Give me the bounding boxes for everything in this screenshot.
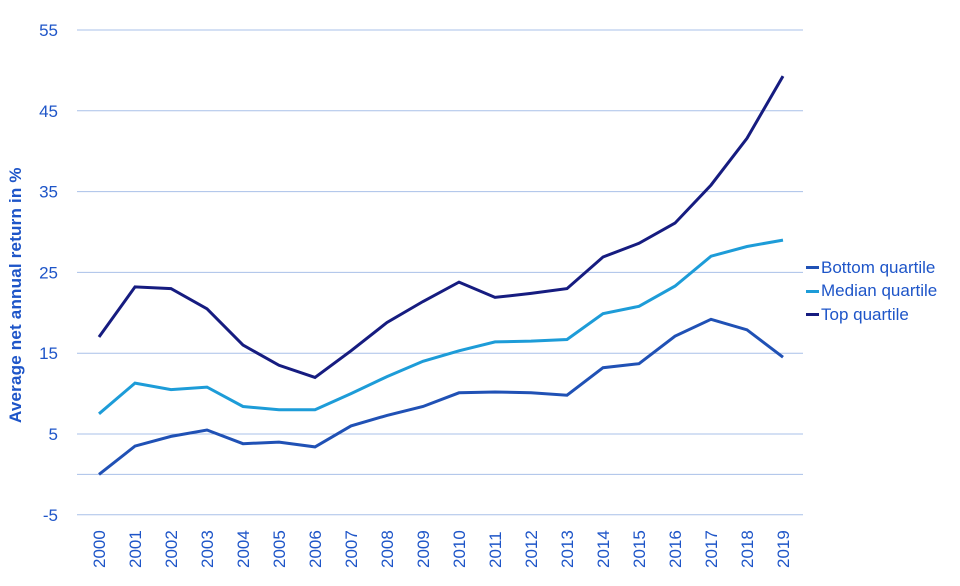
series-line-top-quartile	[97, 75, 785, 380]
x-tick-label: 2015	[630, 530, 649, 568]
legend: Bottom quartile Median quartile Top quar…	[806, 256, 937, 327]
x-tick-label: 2019	[774, 530, 793, 568]
x-tick-label: 2005	[270, 530, 289, 568]
x-tick-label: 2000	[90, 530, 109, 568]
legend-item-median-quartile: Median quartile	[806, 280, 937, 304]
legend-line-marker-icon	[806, 313, 819, 317]
x-tick-label: 2006	[306, 530, 325, 568]
y-tick-label: 55	[39, 21, 58, 40]
series-line-median-quartile	[98, 238, 784, 415]
x-tick-label: 2002	[162, 530, 181, 568]
x-tick-label: 2016	[666, 530, 685, 568]
legend-label-median-quartile: Median quartile	[821, 281, 938, 301]
x-tick-label: 2018	[738, 530, 757, 568]
legend-item-bottom-quartile: Bottom quartile	[806, 256, 937, 280]
x-tick-label: 2012	[522, 530, 541, 568]
x-tick-label: 2003	[198, 530, 217, 568]
legend-label-top-quartile: Top quartile	[821, 304, 909, 324]
legend-item-top-quartile: Top quartile	[806, 303, 937, 327]
x-tick-label: 2009	[414, 530, 433, 568]
y-tick-label: 45	[39, 102, 58, 121]
x-tick-label: 2010	[450, 530, 469, 568]
legend-line-marker-icon	[806, 289, 819, 293]
x-tick-label: 2008	[378, 530, 397, 568]
series-line-bottom-quartile	[98, 317, 784, 476]
x-tick-label: 2001	[126, 530, 145, 568]
y-tick-label: 25	[39, 263, 58, 282]
legend-line-marker-icon	[806, 266, 819, 270]
legend-label-bottom-quartile: Bottom quartile	[821, 257, 936, 277]
x-tick-label: 2014	[594, 530, 613, 568]
x-tick-label: 2013	[558, 530, 577, 568]
y-tick-label: -5	[43, 506, 58, 525]
y-axis-title: Average net annual return in %	[6, 167, 25, 423]
x-tick-label: 2007	[342, 530, 361, 568]
x-tick-label: 2004	[234, 530, 253, 568]
y-tick-label: 5	[49, 425, 58, 444]
y-tick-label: 15	[39, 344, 58, 363]
x-tick-label: 2017	[702, 530, 721, 568]
y-tick-label: 35	[39, 183, 58, 202]
x-tick-label: 2011	[486, 531, 505, 568]
